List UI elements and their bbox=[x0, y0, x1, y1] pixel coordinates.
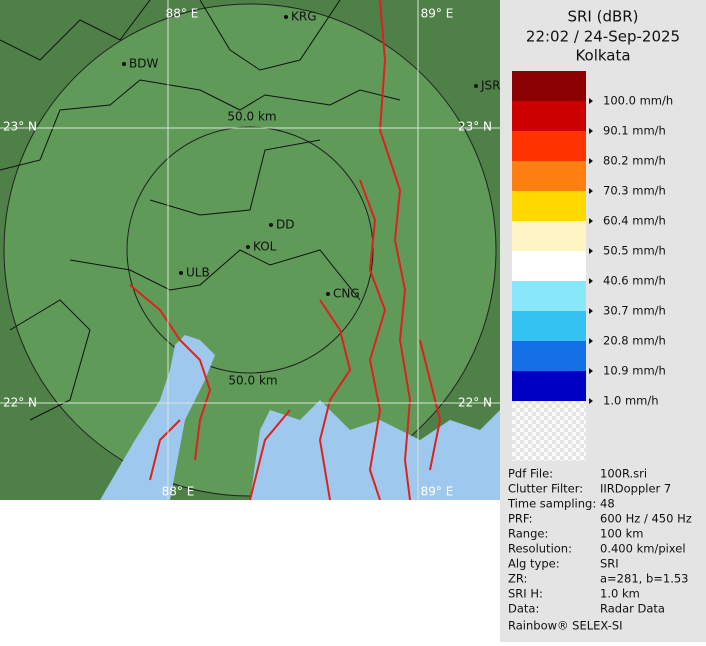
range-label: 50.0 km bbox=[227, 110, 276, 124]
info-key: Pdf File: bbox=[508, 467, 553, 481]
city-dot bbox=[269, 223, 273, 227]
footer: Rainbow® SELEX-SI bbox=[508, 619, 623, 633]
info-value: SRI bbox=[600, 557, 619, 571]
city-label: KOL bbox=[253, 240, 277, 254]
info-value: IIRDoppler 7 bbox=[600, 482, 671, 496]
legend-swatch bbox=[512, 281, 586, 311]
legend-label: 40.6 mm/h bbox=[603, 274, 666, 288]
info-key: SRI H: bbox=[508, 587, 543, 601]
legend-arrow bbox=[589, 158, 593, 164]
info-key: ZR: bbox=[508, 572, 527, 586]
city-dot bbox=[326, 292, 330, 296]
info-value: 0.400 km/pixel bbox=[600, 542, 686, 556]
city-label: ULB bbox=[186, 266, 210, 280]
no-data-swatch bbox=[512, 401, 586, 461]
grid-label: 23° N bbox=[3, 120, 37, 134]
info-key: Alg type: bbox=[508, 557, 560, 571]
title: SRI (dBR) bbox=[567, 8, 638, 26]
grid-label: 22° N bbox=[458, 396, 492, 410]
legend-swatch bbox=[512, 101, 586, 131]
city-label: DD bbox=[276, 218, 294, 232]
city-dot bbox=[246, 245, 250, 249]
legend-swatch bbox=[512, 191, 586, 221]
city-dot bbox=[122, 62, 126, 66]
info-value: a=281, b=1.53 bbox=[600, 572, 689, 586]
legend-label: 100.0 mm/h bbox=[603, 94, 673, 108]
info-key: Data: bbox=[508, 602, 539, 616]
city-dot bbox=[474, 84, 478, 88]
legend-label: 50.5 mm/h bbox=[603, 244, 666, 258]
legend-arrow bbox=[589, 188, 593, 194]
legend-arrow bbox=[589, 128, 593, 134]
legend-arrow bbox=[589, 338, 593, 344]
city-dot bbox=[179, 271, 183, 275]
info-value: 48 bbox=[600, 497, 615, 511]
legend-label: 80.2 mm/h bbox=[603, 154, 666, 168]
legend-arrow bbox=[589, 368, 593, 374]
legend-swatch bbox=[512, 341, 586, 371]
grid-label: 23° N bbox=[458, 120, 492, 134]
legend-swatch bbox=[512, 161, 586, 191]
city-dot bbox=[284, 15, 288, 19]
range-label: 50.0 km bbox=[228, 374, 277, 388]
info-value: 100R.sri bbox=[600, 467, 647, 481]
city-label: JSR bbox=[480, 79, 501, 93]
info-key: Range: bbox=[508, 527, 548, 541]
legend-swatch bbox=[512, 311, 586, 341]
city-label: BDW bbox=[129, 57, 158, 71]
legend-label: 30.7 mm/h bbox=[603, 304, 666, 318]
legend-label: 60.4 mm/h bbox=[603, 214, 666, 228]
legend-swatch bbox=[512, 251, 586, 281]
info-key: PRF: bbox=[508, 512, 533, 526]
legend-label: 70.3 mm/h bbox=[603, 184, 666, 198]
site: Kolkata bbox=[575, 47, 630, 65]
grid-label: 89° E bbox=[421, 7, 454, 21]
info-value: 1.0 km bbox=[600, 587, 640, 601]
city-label: KRG bbox=[291, 10, 317, 24]
info-key: Clutter Filter: bbox=[508, 482, 583, 496]
legend-swatch bbox=[512, 221, 586, 251]
legend-swatch bbox=[512, 131, 586, 161]
legend-arrow bbox=[589, 98, 593, 104]
city-label: CNG bbox=[333, 287, 360, 301]
info-value: 100 km bbox=[600, 527, 643, 541]
grid-label: 89° E bbox=[421, 485, 454, 499]
map bbox=[0, 0, 500, 500]
legend-arrow bbox=[589, 278, 593, 284]
info-value: 600 Hz / 450 Hz bbox=[600, 512, 692, 526]
legend-arrow bbox=[589, 398, 593, 404]
legend-label: 90.1 mm/h bbox=[603, 124, 666, 138]
legend-arrow bbox=[589, 248, 593, 254]
grid-label: 88° E bbox=[162, 485, 195, 499]
legend-arrow bbox=[589, 308, 593, 314]
info-key: Resolution: bbox=[508, 542, 572, 556]
grid-label: 22° N bbox=[3, 396, 37, 410]
time: 22:02 / 24-Sep-2025 bbox=[526, 28, 680, 46]
grid-label: 88° E bbox=[166, 7, 199, 21]
legend-swatch bbox=[512, 71, 586, 101]
info-key: Time sampling: bbox=[507, 497, 596, 511]
legend-arrow bbox=[589, 218, 593, 224]
legend-swatch bbox=[512, 371, 586, 401]
legend-label: 1.0 mm/h bbox=[603, 394, 659, 408]
legend-label: 20.8 mm/h bbox=[603, 334, 666, 348]
info-value: Radar Data bbox=[600, 602, 665, 616]
legend-label: 10.9 mm/h bbox=[603, 364, 666, 378]
